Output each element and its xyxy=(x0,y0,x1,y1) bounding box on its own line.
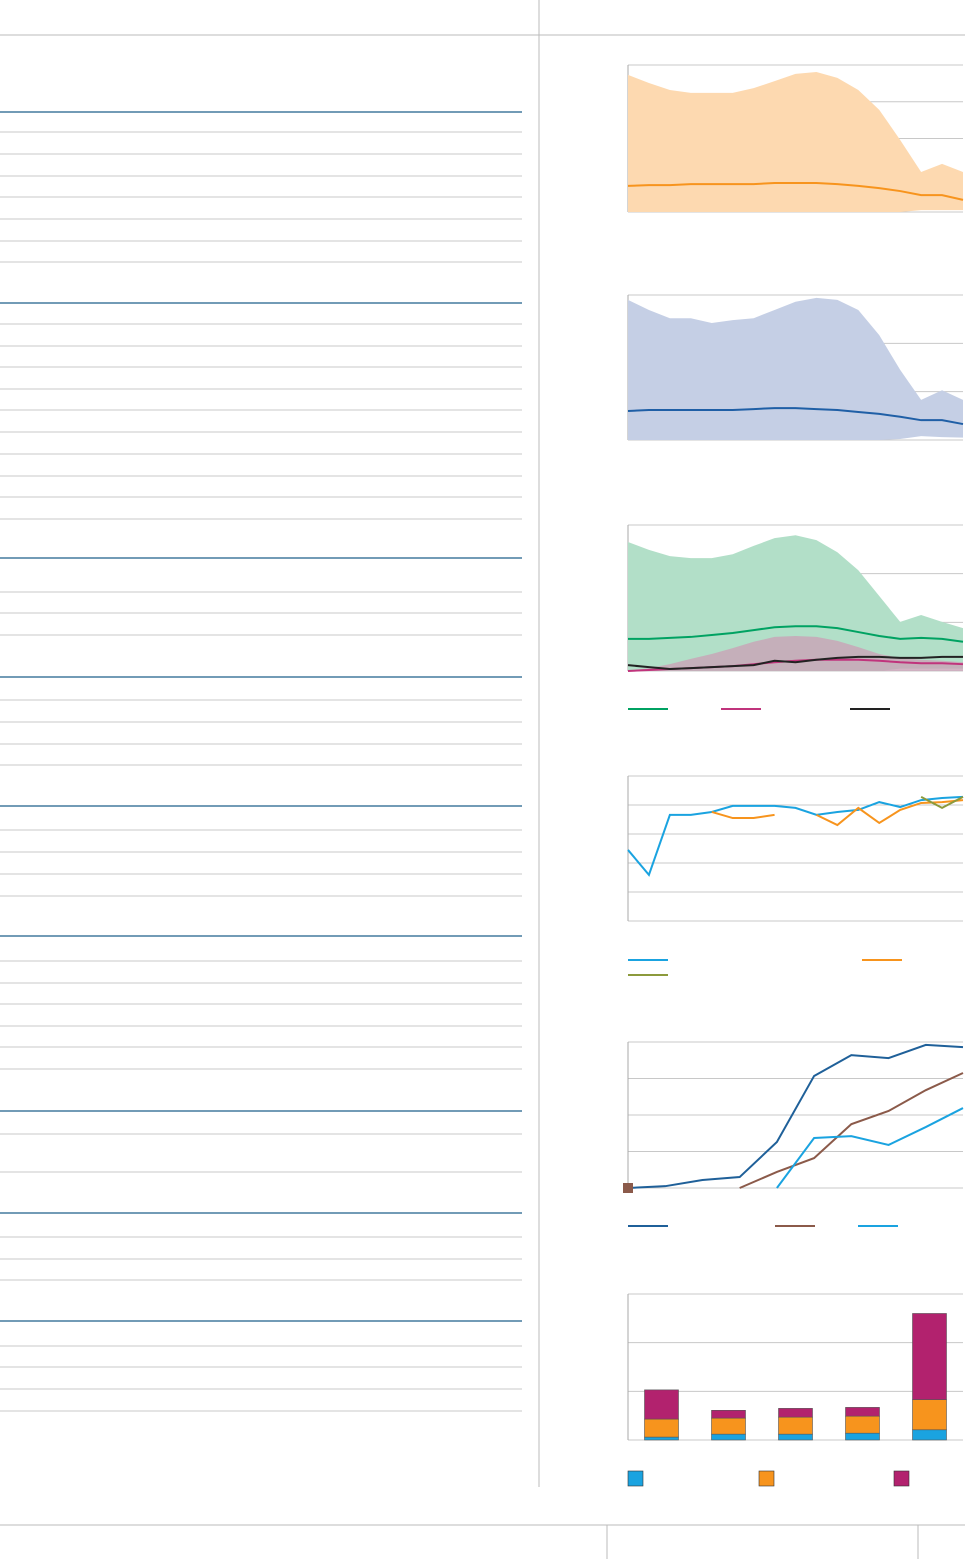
band-area xyxy=(628,535,963,671)
bar-segment xyxy=(778,1416,813,1435)
legend-swatch xyxy=(893,1470,910,1487)
bar-segment xyxy=(644,1418,679,1438)
bar-segment xyxy=(912,1399,947,1431)
bar-segment xyxy=(845,1432,880,1441)
band-area xyxy=(628,297,963,440)
series-line xyxy=(739,1072,964,1189)
bar-segment xyxy=(845,1415,880,1434)
bar-segment xyxy=(912,1429,947,1441)
bar-segment xyxy=(711,1417,746,1435)
bar-segment xyxy=(644,1436,679,1441)
series-line xyxy=(776,1107,964,1189)
bar-segment xyxy=(912,1313,947,1400)
series-line xyxy=(627,795,964,877)
point-marker xyxy=(623,1183,633,1193)
bar-segment xyxy=(778,1433,813,1441)
bar-segment xyxy=(845,1407,880,1417)
bar-segment xyxy=(711,1433,746,1441)
series-line xyxy=(627,181,964,201)
series-line xyxy=(627,407,964,426)
legend-swatch xyxy=(627,1470,644,1487)
series-line xyxy=(711,799,964,827)
bar-segment xyxy=(711,1410,746,1419)
series-line xyxy=(920,795,964,810)
series-line xyxy=(627,655,963,671)
series-line xyxy=(627,1043,964,1189)
bar-segment xyxy=(644,1389,679,1420)
series-line xyxy=(628,625,964,643)
band-area xyxy=(628,71,963,212)
bar-segment xyxy=(778,1408,813,1418)
legend-swatch xyxy=(758,1470,775,1487)
band-area xyxy=(628,635,963,671)
